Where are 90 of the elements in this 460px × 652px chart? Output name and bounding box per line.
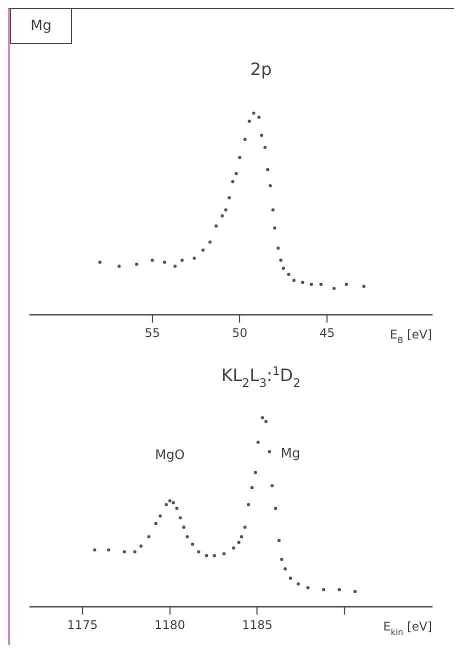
point [264, 420, 268, 424]
point [319, 282, 323, 286]
point [256, 440, 260, 444]
x-tick-label: 55 [144, 326, 160, 340]
point [172, 501, 175, 504]
point [135, 262, 138, 266]
point [344, 282, 348, 286]
point [276, 246, 280, 250]
point [150, 258, 154, 262]
annotation: MgO [154, 448, 185, 463]
point [173, 264, 177, 268]
point [228, 196, 231, 200]
x-tick-label: 50 [232, 326, 248, 340]
point [192, 256, 196, 260]
point [338, 588, 341, 592]
point [220, 214, 224, 218]
point [288, 576, 292, 580]
x-tick-label: 1180 [154, 618, 186, 632]
point [214, 224, 218, 228]
point [133, 550, 136, 554]
point [332, 286, 336, 290]
point [248, 120, 251, 123]
point [190, 542, 194, 546]
point [175, 506, 178, 510]
point [139, 544, 143, 548]
point [260, 416, 264, 420]
point [238, 156, 242, 160]
point [279, 258, 282, 262]
point [296, 582, 300, 586]
point [122, 550, 126, 554]
point [292, 278, 296, 282]
point [164, 502, 168, 506]
point [231, 180, 234, 184]
point [107, 548, 110, 552]
point [222, 552, 226, 556]
x-tick-label: 1185 [242, 618, 272, 632]
x-tick-label: 1175 [67, 618, 98, 632]
point [306, 586, 310, 590]
point [257, 116, 261, 119]
point [182, 526, 186, 529]
point [277, 538, 281, 542]
x-tick-label: 45 [319, 326, 335, 340]
point [252, 112, 256, 115]
point [260, 134, 264, 137]
point [154, 522, 158, 526]
point [98, 260, 102, 264]
point [254, 470, 258, 474]
text: Mg [10, 9, 72, 44]
point [280, 558, 284, 561]
point [301, 280, 304, 284]
point [362, 284, 366, 288]
point [224, 208, 228, 212]
point [201, 248, 205, 252]
point [186, 535, 189, 538]
point [212, 554, 216, 558]
point [273, 226, 276, 230]
point [270, 484, 274, 488]
point [246, 502, 250, 506]
point [197, 550, 200, 554]
point [178, 516, 182, 520]
point [180, 258, 184, 262]
point [322, 588, 326, 592]
annotation: Mg [280, 446, 300, 462]
point [243, 526, 247, 529]
point [232, 546, 236, 550]
point [204, 554, 208, 558]
point [268, 450, 272, 454]
point [271, 208, 275, 212]
point [274, 506, 278, 510]
point [282, 266, 286, 270]
point [208, 240, 212, 244]
point [118, 264, 121, 268]
point [237, 540, 240, 544]
point [243, 138, 247, 141]
point [250, 486, 254, 490]
point [310, 282, 313, 286]
chart-title: 2p [250, 60, 272, 80]
point [168, 499, 172, 502]
point [268, 184, 272, 188]
point [147, 535, 150, 538]
point [162, 260, 166, 264]
point [353, 590, 357, 594]
point [234, 172, 238, 176]
point [263, 146, 267, 150]
point [287, 272, 290, 276]
point [240, 535, 244, 538]
point [266, 168, 270, 172]
point [158, 514, 162, 518]
point [93, 548, 96, 552]
point [284, 567, 287, 570]
